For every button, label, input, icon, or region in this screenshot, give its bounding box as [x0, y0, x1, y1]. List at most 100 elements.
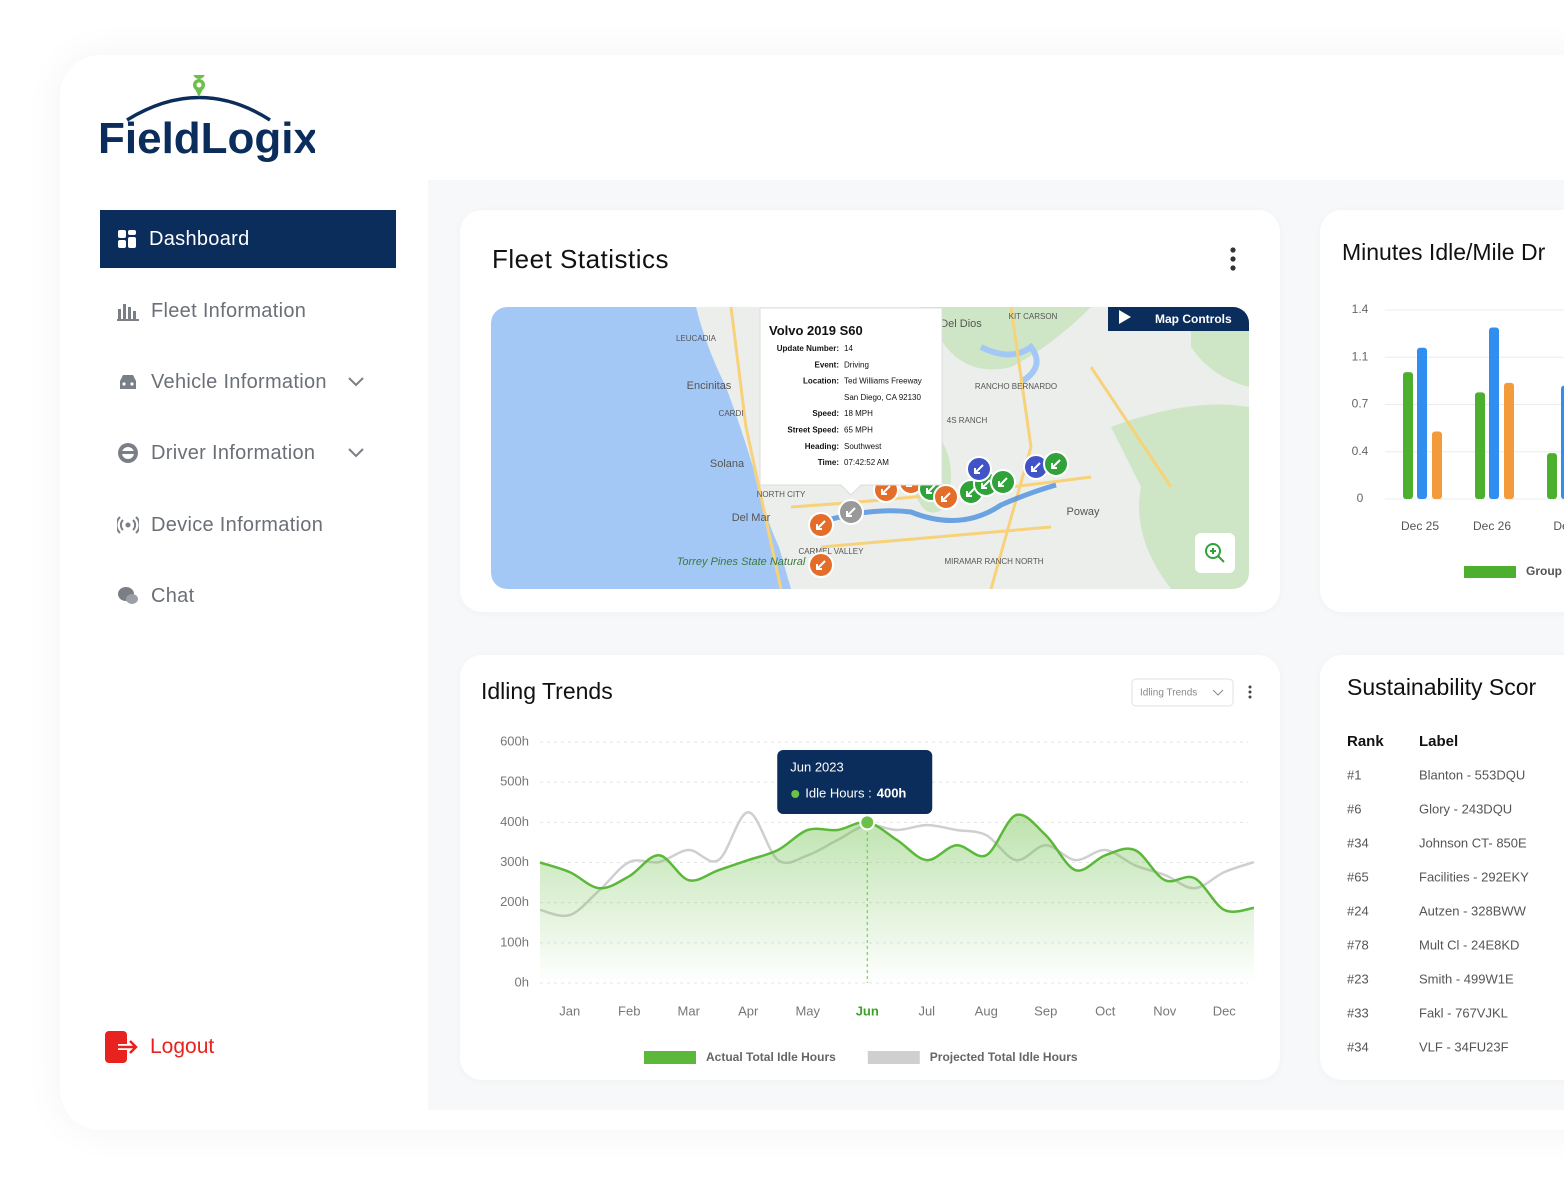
popup-field-value: Driving — [844, 360, 869, 369]
table-cell: #34 — [1347, 835, 1369, 850]
icon — [118, 230, 136, 248]
nav-item[interactable]: Fleet Information — [100, 282, 396, 340]
marker-arrow — [881, 485, 891, 495]
y-tick-label: 200h — [500, 894, 529, 909]
tooltip-dot — [791, 790, 800, 798]
logout-label: Logout — [150, 1035, 215, 1058]
icon — [117, 516, 139, 534]
kebab-menu[interactable] — [1248, 685, 1252, 699]
popup-field-label: Time: — [818, 458, 839, 467]
map-label: 4S RANCH — [947, 416, 988, 425]
tooltip-value: 400h — [877, 785, 907, 800]
popup-field-value: 14 — [844, 344, 853, 353]
card-title: Fleet Statistics — [492, 244, 670, 274]
play-icon — [1119, 310, 1131, 324]
line — [539, 813, 1255, 913]
y-tick-label: 0.4 — [1352, 444, 1369, 458]
logo: FieldLogix — [98, 75, 315, 163]
nav-label: Fleet Information — [151, 299, 307, 322]
popup-field-value: 65 MPH — [844, 426, 873, 435]
y-tick-label: 1.4 — [1352, 302, 1369, 316]
popup-field-value: 07:42:52 AM — [844, 458, 889, 467]
nav-label: Driver Information — [151, 441, 316, 464]
popup-field-label: Speed: — [812, 409, 839, 418]
dropdown[interactable] — [1131, 678, 1234, 707]
legend-swatch — [644, 1051, 696, 1064]
table-cell: #78 — [1347, 937, 1369, 952]
y-tick-label: 500h — [500, 774, 529, 789]
map-label: Del Dios — [940, 318, 982, 330]
map-controls[interactable] — [1108, 307, 1249, 331]
table-cell: Autzen - 328BWW — [1419, 903, 1527, 918]
x-tick-label: Dec 25 — [1401, 519, 1439, 533]
nav-item[interactable]: Dashboard — [100, 210, 396, 268]
zoom-icon — [1210, 548, 1225, 563]
marker-arrow — [1051, 459, 1061, 469]
icon — [117, 304, 139, 321]
x-tick-label: May — [795, 1003, 820, 1018]
x-tick-label: Jun — [856, 1003, 879, 1018]
map[interactable]: LEUCADIA Encinitas CARDI Solana Del Mar NORTH… — [491, 307, 1249, 589]
chevron — [348, 448, 364, 458]
map-label: KIT CARSON — [1009, 312, 1058, 321]
x-tick-label: Sep — [1034, 1003, 1057, 1018]
nav-label: Vehicle Information — [151, 370, 327, 393]
nav-item[interactable]: Chat — [100, 567, 396, 625]
y-tick-label: 0h — [515, 974, 529, 989]
zoom-button[interactable] — [1195, 533, 1235, 573]
legend-label: Actual Total Idle Hours — [706, 1050, 836, 1064]
x-tick-label: Dec 26 — [1473, 519, 1511, 533]
map-label: CARDI — [719, 409, 744, 418]
tooltip-title: Jun 2023 — [790, 759, 844, 774]
nav-label: Chat — [151, 584, 195, 607]
bar — [1489, 327, 1499, 499]
popup-field-value: 18 MPH — [844, 409, 873, 418]
x-tick-label: Jul — [918, 1003, 935, 1018]
legend-label: Projected Total Idle Hours — [930, 1050, 1078, 1064]
logout[interactable]: Logout — [104, 1030, 214, 1064]
kebab-menu[interactable] — [1226, 246, 1240, 272]
marker-arrow — [966, 487, 976, 497]
tooltip — [777, 750, 933, 814]
x-tick-label: Jan — [559, 1003, 580, 1018]
nav-item[interactable]: Driver Information — [100, 424, 396, 482]
marker-arrow — [816, 520, 826, 530]
x-tick-label: Aug — [975, 1003, 998, 1018]
bar — [1403, 372, 1413, 499]
x-tick-label: Apr — [738, 1003, 759, 1018]
area — [540, 814, 1254, 983]
brand: FieldLogix — [98, 114, 315, 163]
table-cell: Glory - 243DQU — [1419, 801, 1512, 816]
table-cell: Blanton - 553DQU — [1419, 767, 1525, 782]
logo-arc — [126, 95, 271, 122]
y-tick-label: 300h — [500, 854, 529, 869]
marker-arrow — [998, 477, 1008, 487]
point[interactable] — [859, 814, 876, 831]
x-tick-label: Mar — [678, 1003, 701, 1018]
map-label: LEUCADIA — [676, 334, 717, 343]
nav-label: Dashboard — [149, 227, 250, 250]
legend-label: Group — [1526, 564, 1562, 578]
legend-swatch — [1464, 566, 1516, 578]
y-tick-label: 0 — [1357, 491, 1364, 505]
marker-arrow — [974, 464, 984, 474]
table-cell: Johnson CT- 850E — [1419, 835, 1527, 850]
y-tick-label: 400h — [500, 814, 529, 829]
map-label: RANCHO BERNARDO — [975, 382, 1057, 391]
bar — [1432, 431, 1442, 499]
map-label: Del Mar — [732, 512, 771, 524]
icon — [120, 375, 136, 389]
legend-swatch — [867, 1051, 920, 1064]
map-label: Solana — [710, 458, 745, 470]
sustainability-card — [1320, 655, 1564, 1080]
nav-item[interactable]: Vehicle Information — [100, 353, 396, 411]
x-tick-label: Dec — [1213, 1003, 1237, 1018]
route — [820, 482, 1057, 525]
marker-arrow — [941, 492, 951, 502]
marker-arrow — [926, 484, 936, 494]
dropdown-chevron — [1212, 689, 1224, 696]
y-tick-label: 600h — [500, 733, 529, 748]
bar — [1547, 453, 1557, 499]
nav-item[interactable]: Device Information — [100, 496, 396, 554]
y-tick-label: 100h — [500, 934, 529, 949]
